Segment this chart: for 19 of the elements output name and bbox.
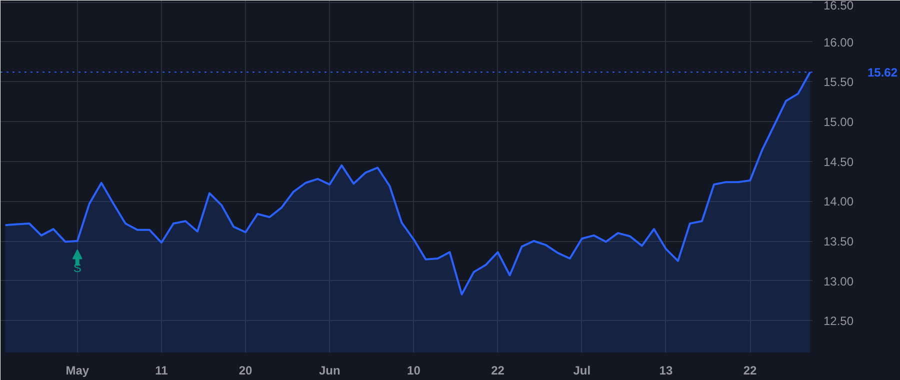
- x-tick-label: Jun: [318, 364, 340, 378]
- y-tick-label: 13.50: [824, 234, 854, 249]
- y-tick-label: 15.50: [824, 75, 854, 90]
- x-tick-label: Jul: [573, 364, 591, 378]
- ref-line-label: 15.62: [868, 66, 898, 80]
- y-tick-label: 15.00: [824, 115, 854, 130]
- y-tick-label: 16.00: [824, 35, 854, 50]
- x-tick-label: 22: [743, 364, 758, 378]
- x-tick-label: 10: [407, 364, 421, 378]
- y-tick-label: 13.00: [824, 274, 854, 288]
- x-tick-label: 11: [155, 364, 168, 378]
- x-tick-label: 20: [238, 364, 253, 378]
- y-tick-label: 14.00: [824, 194, 854, 209]
- y-tick-label: 16.50: [824, 0, 854, 12]
- y-tick-label: 14.50: [824, 154, 854, 169]
- x-tick-label: 13: [659, 364, 673, 378]
- y-tick-label: 12.50: [824, 314, 854, 328]
- x-tick-label: May: [66, 364, 90, 378]
- x-tick-label: 22: [491, 364, 505, 378]
